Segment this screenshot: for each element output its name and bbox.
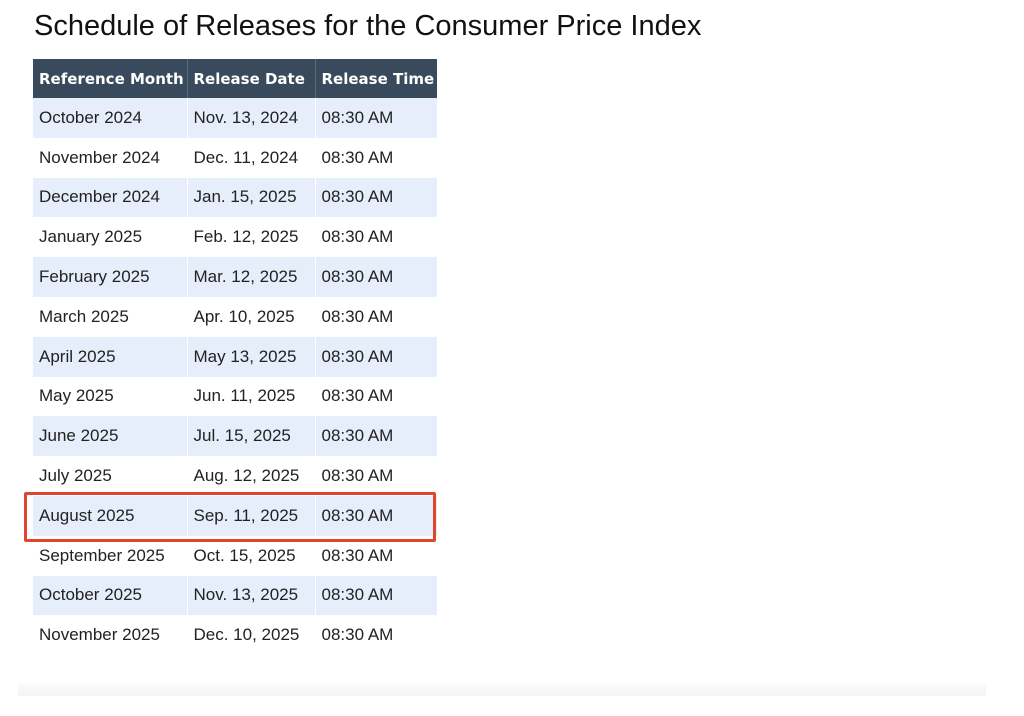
- page-title: Schedule of Releases for the Consumer Pr…: [34, 10, 702, 42]
- release-date-cell: Jul. 15, 2025: [187, 416, 316, 457]
- release-time-cell: 08:30 AM: [315, 257, 437, 297]
- reference-month-cell: December 2024: [33, 177, 188, 218]
- table-row: November 2024 Dec. 11, 2024 08:30 AM: [33, 137, 437, 178]
- column-header-release-time: Release Time: [315, 59, 437, 98]
- release-time-cell: 08:30 AM: [315, 495, 437, 536]
- release-date-cell: Dec. 10, 2025: [187, 615, 316, 656]
- bottom-divider: [18, 684, 986, 696]
- release-date-cell: Apr. 10, 2025: [187, 296, 316, 337]
- table-row: February 2025 Mar. 12, 2025 08:30 AM: [33, 257, 437, 297]
- table-row: July 2025 Aug. 12, 2025 08:30 AM: [33, 456, 437, 496]
- column-header-reference-month: Reference Month: [33, 59, 188, 98]
- release-schedule-table: Reference Month Release Date Release Tim…: [33, 59, 437, 656]
- release-date-cell: May 13, 2025: [187, 336, 316, 377]
- table-row-highlighted: August 2025 Sep. 11, 2025 08:30 AM: [33, 495, 437, 536]
- table-row: June 2025 Jul. 15, 2025 08:30 AM: [33, 416, 437, 457]
- release-time-cell: 08:30 AM: [315, 615, 437, 656]
- release-time-cell: 08:30 AM: [315, 177, 437, 218]
- table-row: May 2025 Jun. 11, 2025 08:30 AM: [33, 376, 437, 417]
- release-date-cell: Feb. 12, 2025: [187, 217, 316, 258]
- reference-month-cell: April 2025: [33, 336, 188, 377]
- reference-month-cell: November 2024: [33, 137, 188, 178]
- reference-month-cell: March 2025: [33, 296, 188, 337]
- column-header-release-date: Release Date: [187, 59, 316, 98]
- reference-month-cell: May 2025: [33, 376, 188, 417]
- release-date-cell: Jan. 15, 2025: [187, 177, 316, 218]
- release-time-cell: 08:30 AM: [315, 376, 437, 417]
- release-date-cell: Nov. 13, 2025: [187, 575, 316, 616]
- reference-month-cell: November 2025: [33, 615, 188, 656]
- table-row: September 2025 Oct. 15, 2025 08:30 AM: [33, 535, 437, 576]
- table-header-row: Reference Month Release Date Release Tim…: [33, 59, 437, 98]
- reference-month-cell: June 2025: [33, 416, 188, 457]
- release-date-cell: Aug. 12, 2025: [187, 456, 316, 496]
- release-date-cell: Jun. 11, 2025: [187, 376, 316, 417]
- reference-month-cell: October 2025: [33, 575, 188, 616]
- release-date-cell: Mar. 12, 2025: [187, 257, 316, 297]
- release-time-cell: 08:30 AM: [315, 535, 437, 576]
- table-row: March 2025 Apr. 10, 2025 08:30 AM: [33, 296, 437, 337]
- reference-month-cell: August 2025: [33, 495, 188, 536]
- table-row: October 2025 Nov. 13, 2025 08:30 AM: [33, 575, 437, 616]
- reference-month-cell: January 2025: [33, 217, 188, 258]
- release-time-cell: 08:30 AM: [315, 416, 437, 457]
- release-time-cell: 08:30 AM: [315, 575, 437, 616]
- table-row: December 2024 Jan. 15, 2025 08:30 AM: [33, 177, 437, 218]
- release-time-cell: 08:30 AM: [315, 217, 437, 258]
- release-time-cell: 08:30 AM: [315, 296, 437, 337]
- release-date-cell: Oct. 15, 2025: [187, 535, 316, 576]
- table-row: November 2025 Dec. 10, 2025 08:30 AM: [33, 615, 437, 656]
- table-row: January 2025 Feb. 12, 2025 08:30 AM: [33, 217, 437, 258]
- release-time-cell: 08:30 AM: [315, 137, 437, 178]
- release-time-cell: 08:30 AM: [315, 456, 437, 496]
- reference-month-cell: February 2025: [33, 257, 188, 297]
- release-date-cell: Dec. 11, 2024: [187, 137, 316, 178]
- release-date-cell: Nov. 13, 2024: [187, 98, 316, 138]
- reference-month-cell: September 2025: [33, 535, 188, 576]
- table-row: April 2025 May 13, 2025 08:30 AM: [33, 336, 437, 377]
- release-time-cell: 08:30 AM: [315, 336, 437, 377]
- reference-month-cell: July 2025: [33, 456, 188, 496]
- release-time-cell: 08:30 AM: [315, 98, 437, 138]
- table-row: October 2024 Nov. 13, 2024 08:30 AM: [33, 98, 437, 138]
- release-date-cell: Sep. 11, 2025: [187, 495, 316, 536]
- reference-month-cell: October 2024: [33, 98, 188, 138]
